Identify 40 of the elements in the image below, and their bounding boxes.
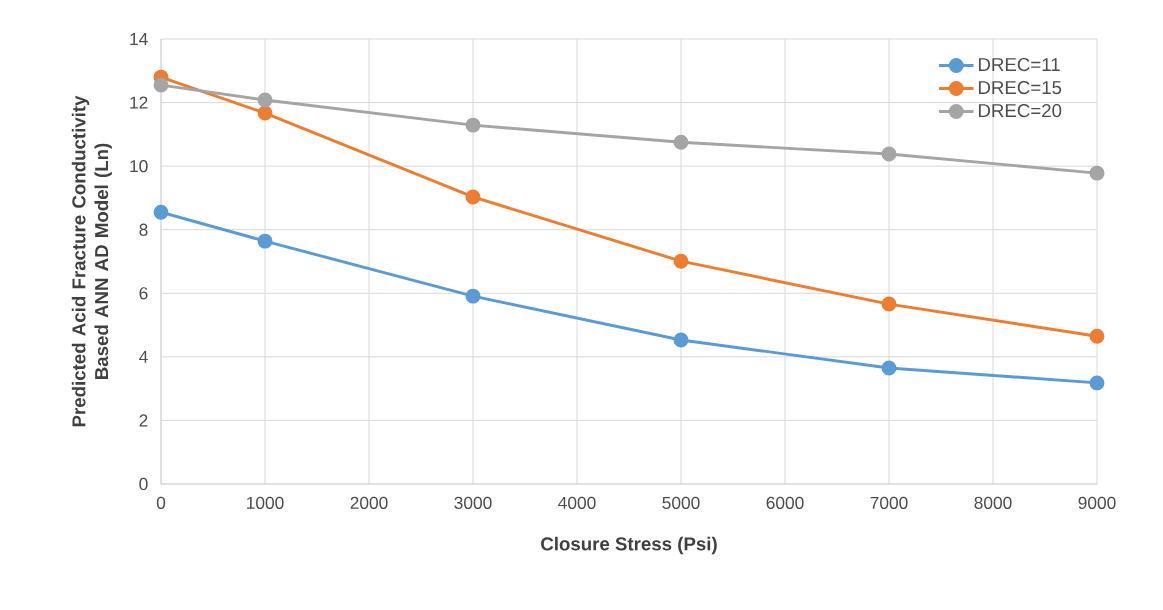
- x-tick-label: 6000: [766, 496, 804, 509]
- point: [465, 189, 481, 205]
- x-tick-label: 0: [156, 496, 166, 509]
- y-tick-label: 14: [130, 33, 148, 45]
- x-axis-title: Closure Stress (Psi): [541, 536, 717, 555]
- point: [465, 117, 481, 133]
- y-tick-label: 8: [139, 223, 148, 236]
- point: [1089, 375, 1105, 391]
- y-tick-label: 6: [139, 287, 148, 300]
- point: [881, 296, 897, 312]
- point: [1089, 165, 1105, 181]
- x-tick-label: 4000: [558, 496, 596, 509]
- legend-label: DREC=11: [978, 57, 1060, 72]
- point: [1089, 328, 1105, 344]
- point: [465, 288, 481, 304]
- y-tick-label: 10: [130, 159, 148, 173]
- x-tick-label: 1000: [247, 496, 284, 509]
- y-tick-label: 2: [139, 414, 148, 427]
- point: [673, 253, 689, 269]
- x-tick-label: 8000: [974, 496, 1012, 509]
- point: [257, 233, 273, 249]
- legend-label: DREC=15: [978, 80, 1062, 95]
- point: [673, 134, 689, 150]
- point: [257, 105, 273, 121]
- point: [153, 77, 169, 93]
- point: [153, 204, 169, 220]
- x-tick-label: 9000: [1078, 496, 1116, 509]
- legend-label: DREC=20: [978, 103, 1062, 118]
- y-axis-title: Predicted Acid Fracture Conductivity Based ANN AD Model (Ln): [71, 95, 112, 427]
- x-tick-label: 7000: [870, 496, 908, 509]
- point: [257, 92, 273, 108]
- point: [881, 360, 897, 376]
- x-tick-label: 2000: [350, 496, 388, 509]
- point: [673, 332, 689, 348]
- y-tick-label: 4: [139, 350, 148, 363]
- x-tick-label: 3000: [454, 496, 492, 509]
- y-tick-label: 0: [139, 477, 148, 491]
- point: [881, 146, 897, 162]
- y-tick-label: 12: [130, 96, 148, 109]
- x-tick-label: 5000: [662, 496, 700, 509]
